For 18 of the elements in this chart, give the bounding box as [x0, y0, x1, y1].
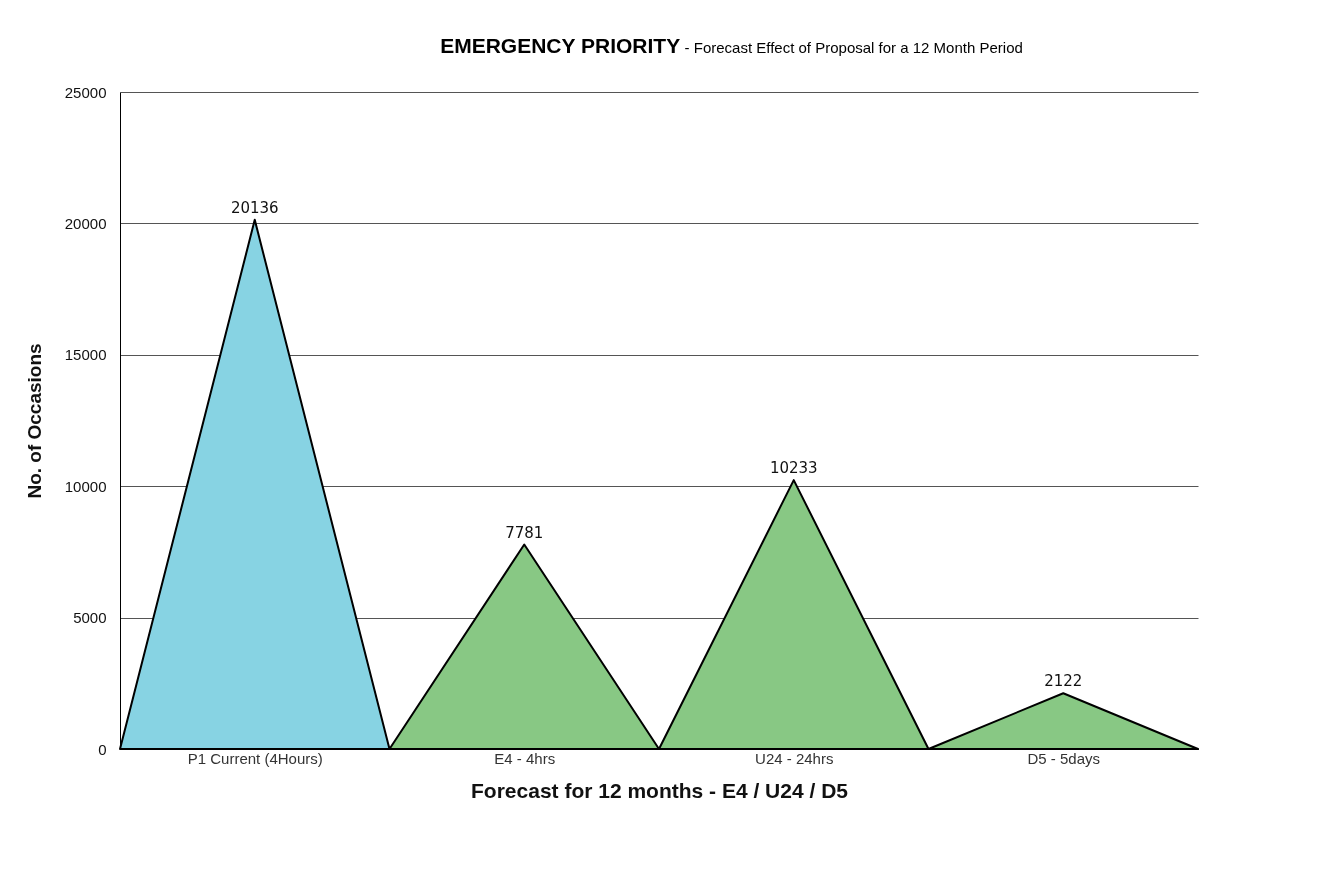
x-tick-label: D5 - 5days — [1027, 749, 1101, 767]
x-tick-label: U24 - 24hrs — [755, 749, 834, 767]
x-tick-label: E4 - 4hrs — [494, 749, 556, 767]
y-tick-label: 20000 — [64, 214, 107, 232]
x-axis-title: Forecast for 12 months - E4 / U24 / D5 — [471, 778, 849, 802]
y-tick-label: 5000 — [73, 609, 107, 627]
chart-title: EMERGENCY PRIORITY — [440, 34, 681, 57]
data-label: 10233 — [769, 459, 818, 478]
y-tick-label: 25000 — [64, 83, 107, 101]
y-axis-title: No. of Occasions — [23, 343, 45, 499]
x-tick-label: P1 Current (4Hours) — [187, 749, 323, 767]
data-label: 7781 — [505, 523, 544, 542]
data-label: 20136 — [230, 198, 279, 217]
y-tick-label: 10000 — [64, 477, 107, 495]
chart-subtitle: - Forecast Effect of Proposal for a 12 Month Period — [684, 39, 1023, 56]
y-tick-label: 15000 — [64, 346, 107, 364]
y-tick-label: 0 — [98, 740, 107, 758]
data-label: 2122 — [1044, 672, 1083, 691]
